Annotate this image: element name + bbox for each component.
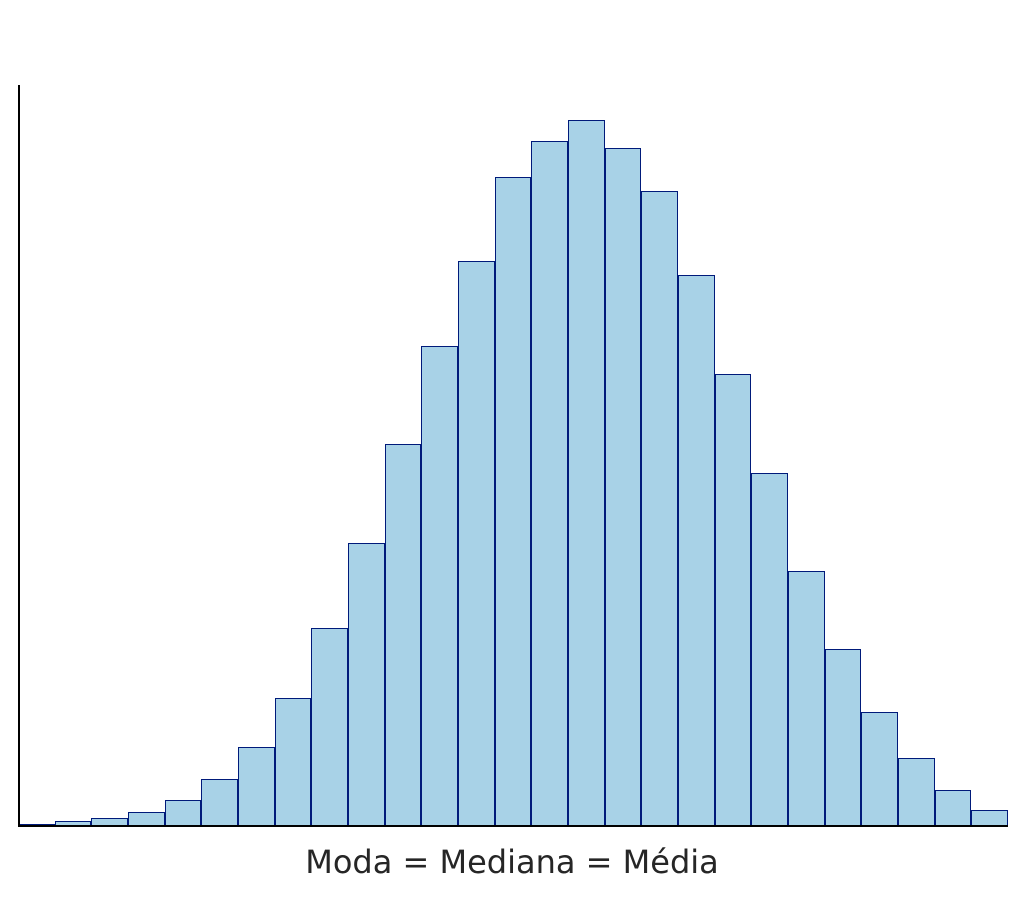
histogram-bar <box>128 812 165 825</box>
y-axis <box>18 85 20 825</box>
histogram-bar <box>861 712 898 825</box>
histogram-bar <box>678 275 715 825</box>
histogram-bar <box>91 818 128 825</box>
histogram-bar <box>568 120 605 825</box>
plot-area <box>18 85 1008 825</box>
histogram-bar <box>971 810 1008 826</box>
histogram-bar <box>641 191 678 825</box>
histogram-bar <box>715 374 752 825</box>
histogram-bar <box>605 148 642 825</box>
histogram-bar <box>201 779 238 825</box>
histogram-bar <box>458 261 495 825</box>
histogram-bar <box>898 758 935 825</box>
histogram-bar <box>275 698 312 825</box>
histogram-bar <box>825 649 862 825</box>
histogram-bar <box>311 628 348 825</box>
histogram-bar <box>165 800 202 825</box>
histogram-bar <box>935 790 972 825</box>
histogram-bar <box>788 571 825 825</box>
histogram-bar <box>385 444 422 825</box>
histogram-bar <box>238 747 275 825</box>
histogram-bar <box>421 346 458 825</box>
figure: Moda = Mediana = Média <box>0 0 1024 919</box>
x-axis <box>18 825 1008 827</box>
histogram-bar <box>495 177 532 825</box>
x-axis-label: Moda = Mediana = Média <box>0 843 1024 881</box>
histogram-bar <box>348 543 385 825</box>
histogram-bar <box>751 473 788 825</box>
histogram-bar <box>531 141 568 825</box>
